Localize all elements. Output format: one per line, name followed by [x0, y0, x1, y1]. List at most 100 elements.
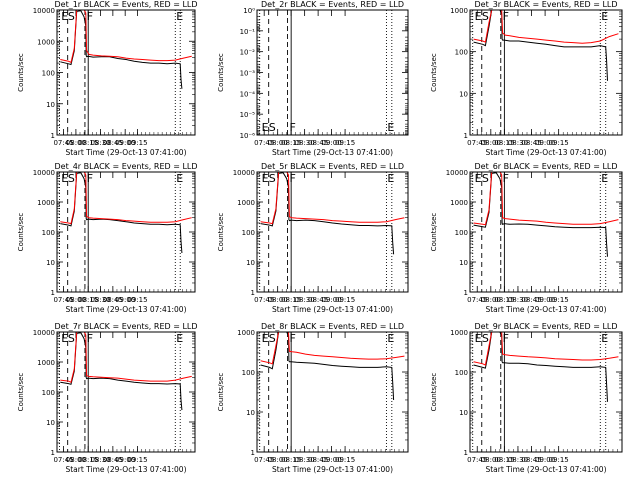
events-series-line	[473, 10, 608, 81]
x-tick-label: 08:15	[78, 139, 98, 147]
plot-frame	[56, 171, 196, 293]
marker-label: E	[262, 172, 269, 185]
marker-label: S	[68, 332, 75, 345]
x-tick-label: 09:00	[115, 139, 135, 147]
plot-area	[259, 332, 405, 452]
lld-series-line	[60, 172, 192, 225]
x-tick-label: 08:15	[494, 296, 514, 304]
panel-title: Det_7r BLACK = Events, RED = LLD	[54, 322, 197, 331]
marker-label: E	[387, 121, 394, 134]
plot-area	[59, 10, 192, 135]
y-axis-label: Counts/sec	[430, 373, 438, 412]
marker-label: S	[482, 10, 489, 23]
plot-area	[59, 332, 192, 452]
y-tick-label: 1000	[237, 329, 255, 337]
marker-label: F	[289, 172, 295, 185]
x-axis-label: Start Time (29-Oct-13 07:41:00)	[65, 148, 186, 157]
x-tick-label: 08:00	[66, 139, 86, 147]
marker-label: E	[262, 332, 269, 345]
panel-title: Det_2r BLACK = Events, RED = LLD	[261, 0, 404, 9]
marker-label: F	[289, 121, 295, 134]
y-tick-label: 1	[251, 289, 255, 297]
lld-series-line	[473, 332, 619, 366]
x-tick-label: 08:30	[295, 456, 315, 464]
x-axis-label: Start Time (29-Oct-13 07:41:00)	[485, 148, 606, 157]
marker-label: F	[503, 10, 509, 23]
x-tick-label: 08:30	[295, 296, 315, 304]
x-axis-label: Start Time (29-Oct-13 07:41:00)	[485, 465, 606, 474]
plot-frame	[469, 9, 623, 136]
y-axis-label: Counts/sec	[17, 53, 25, 92]
x-tick-label: 08:30	[508, 296, 528, 304]
events-series-line	[60, 172, 183, 254]
panel-title: Det_3r BLACK = Events, RED = LLD	[474, 0, 617, 9]
x-tick-label: 09:00	[115, 296, 135, 304]
marker-label: F	[87, 172, 93, 185]
y-tick-label: 10	[46, 259, 55, 267]
x-tick-label: 09:00	[322, 139, 342, 147]
panel-det-6: Det_6r BLACK = Events, RED = LLD 1 10 100 10…	[430, 162, 623, 314]
x-tick-label: 08:00	[481, 139, 501, 147]
y-tick-label: 1000	[37, 359, 55, 367]
events-series-line	[473, 172, 608, 257]
x-tick-label: 09:00	[322, 456, 342, 464]
y-tick-label: 100	[242, 229, 255, 237]
x-tick-label: 08:15	[281, 456, 301, 464]
lld-series-line	[260, 172, 405, 225]
plot-frame	[469, 171, 623, 293]
x-tick-label: 08:45	[308, 456, 328, 464]
y-tick-label: 10	[459, 409, 468, 417]
panel-det-1: Det_1r BLACK = Events, RED = LLD 1 10 100 10…	[17, 0, 198, 157]
marker-label: E	[601, 10, 608, 23]
marker-label: S	[68, 172, 75, 185]
x-tick-label: 09:15	[127, 139, 147, 147]
lld-series-line	[260, 332, 405, 365]
x-tick-label: 09:15	[549, 296, 569, 304]
x-tick-label: 08:30	[508, 139, 528, 147]
y-tick-label: 1	[464, 449, 468, 457]
marker-label: E	[475, 332, 482, 345]
y-tick-label: 10000	[446, 169, 468, 177]
y-tick-label: 1	[464, 289, 468, 297]
x-tick-label: 08:30	[90, 456, 110, 464]
y-tick-label: 10	[46, 101, 55, 109]
x-tick-label: 09:15	[549, 456, 569, 464]
marker-label: S	[269, 121, 276, 134]
lld-series-line	[60, 10, 192, 64]
y-tick-label: 1	[51, 132, 55, 140]
y-tick-label: 100	[455, 229, 468, 237]
y-axis-label: Counts/sec	[217, 373, 225, 412]
x-tick-label: 08:45	[521, 296, 541, 304]
y-axis-label: Counts/sec	[217, 53, 225, 92]
x-tick-label: 09:15	[335, 296, 355, 304]
y-axis-label: Counts/sec	[17, 373, 25, 412]
y-tick-label: 1	[464, 132, 468, 140]
plot-frame	[256, 171, 409, 293]
panel-det-4: Det_4r BLACK = Events, RED = LLD 1 10 100 10…	[17, 162, 198, 314]
marker-label: S	[482, 172, 489, 185]
marker-label: E	[387, 172, 394, 185]
y-tick-label: 10⁻²	[240, 49, 256, 57]
x-tick-label: 07:45	[53, 139, 73, 147]
marker-label: E	[176, 10, 183, 23]
plot-frame	[56, 9, 196, 136]
x-tick-label: 07:45	[467, 139, 487, 147]
y-tick-label: 10⁻⁶	[240, 132, 256, 140]
marker-label: E	[176, 172, 183, 185]
y-tick-label: 100	[42, 389, 55, 397]
events-series-line	[60, 332, 183, 411]
panel-det-8: Det_8r BLACK = Events, RED = LLD 1 10 100 10…	[217, 322, 409, 474]
y-tick-label: 10000	[233, 169, 255, 177]
plot-frame	[256, 331, 409, 453]
panel-title: Det_6r BLACK = Events, RED = LLD	[474, 162, 617, 171]
marker-label: E	[176, 332, 183, 345]
x-tick-label: 09:00	[535, 456, 555, 464]
x-tick-label: 08:00	[66, 296, 86, 304]
y-tick-label: 10	[459, 259, 468, 267]
y-tick-label: 10	[246, 409, 255, 417]
x-tick-label: 08:00	[481, 456, 501, 464]
marker-label: F	[87, 332, 93, 345]
y-tick-label: 1	[51, 289, 55, 297]
x-tick-label: 09:15	[127, 296, 147, 304]
plot-frame	[469, 331, 623, 453]
